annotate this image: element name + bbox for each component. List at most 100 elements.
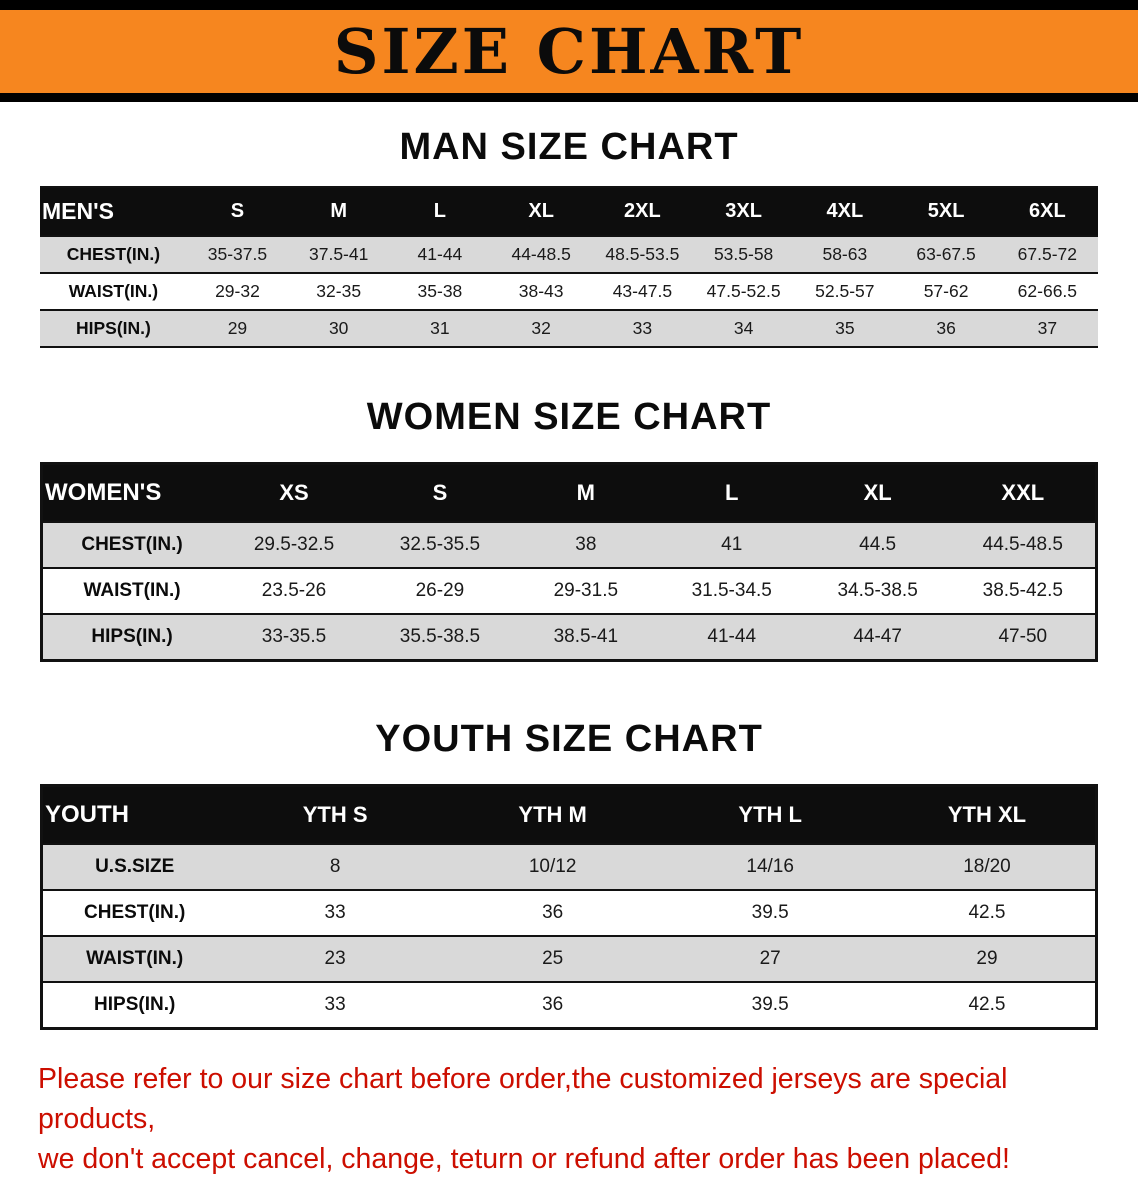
table-row: CHEST(IN.) 29.5-32.5 32.5-35.5 38 41 44.5 44.5… bbox=[41, 522, 1097, 568]
row-label: WAIST(IN.) bbox=[83, 580, 181, 601]
footer-line-1: Please refer to our size chart before or… bbox=[38, 1063, 1008, 1135]
size-column-header: XS bbox=[221, 463, 367, 522]
size-value: 18/20 bbox=[963, 856, 1011, 877]
size-value: 32.5-35.5 bbox=[399, 534, 481, 555]
women-size-section: WOMEN SIZE CHART WOMEN'S XS S M L XL XXL CHEST(I… bbox=[0, 398, 1138, 662]
size-column-header: 4XL bbox=[794, 187, 896, 236]
size-value: 33 bbox=[632, 318, 653, 338]
youth-section-title: YOUTH SIZE CHART bbox=[375, 718, 763, 760]
size-value: 63-67.5 bbox=[916, 244, 976, 264]
footer-note: Please refer to our size chart before or… bbox=[38, 1060, 1100, 1198]
size-column-header: YTH S bbox=[226, 785, 444, 844]
size-value: 33 bbox=[324, 994, 346, 1015]
size-value: 36 bbox=[542, 902, 564, 923]
size-value: 41-44 bbox=[417, 244, 463, 264]
size-value: 44.5-48.5 bbox=[982, 534, 1063, 555]
size-column-header: 6XL bbox=[996, 187, 1098, 236]
men-table-label: MEN'S bbox=[40, 187, 187, 236]
women-section-title: WOMEN SIZE CHART bbox=[366, 396, 772, 438]
row-label: HIPS(IN.) bbox=[91, 626, 173, 647]
size-value: 32-35 bbox=[316, 281, 362, 301]
size-value: 36 bbox=[542, 994, 564, 1015]
women-table-label: WOMEN'S bbox=[41, 463, 222, 522]
size-value: 39.5 bbox=[751, 994, 789, 1015]
size-value: 44-47 bbox=[853, 626, 902, 647]
footer-line-2: we don't accept cancel, change, teturn o… bbox=[38, 1142, 1010, 1175]
size-value: 48.5-53.5 bbox=[605, 244, 680, 264]
size-column-header: M bbox=[512, 463, 659, 522]
men-size-section: MAN SIZE CHART MEN'S S M L XL 2XL 3XL 4XL 5XL 6XL C… bbox=[0, 128, 1138, 348]
table-row: WAIST(IN.) 23.5-26 26-29 29-31.5 31.5-34.5 34… bbox=[41, 568, 1097, 614]
size-column-header: XL bbox=[804, 463, 951, 522]
size-column-header: XXL bbox=[950, 463, 1097, 522]
row-label: CHEST(IN.) bbox=[81, 534, 183, 555]
table-row: CHEST(IN.) 33 36 39.5 42.5 bbox=[41, 890, 1097, 936]
size-value: 38.5-41 bbox=[553, 626, 619, 647]
row-label: WAIST(IN.) bbox=[86, 948, 184, 969]
size-value: 44-48.5 bbox=[511, 244, 571, 264]
size-value: 53.5-58 bbox=[713, 244, 774, 264]
size-value: 62-66.5 bbox=[1017, 281, 1078, 301]
size-value: 8 bbox=[329, 856, 341, 877]
size-column-header: XL bbox=[490, 187, 592, 236]
table-header-row: YOUTH YTH S YTH M YTH L YTH XL bbox=[41, 785, 1097, 844]
size-value: 33-35.5 bbox=[261, 626, 327, 647]
size-value: 23 bbox=[324, 948, 346, 969]
size-value: 47.5-52.5 bbox=[706, 281, 781, 301]
table-row: HIPS(IN.) 33 36 39.5 42.5 bbox=[41, 982, 1097, 1029]
size-value: 41-44 bbox=[707, 626, 757, 647]
size-value: 37 bbox=[1037, 318, 1058, 338]
size-value: 30 bbox=[328, 318, 349, 338]
size-value: 38 bbox=[575, 534, 597, 555]
size-column-header: YTH M bbox=[443, 785, 662, 844]
youth-table-label: YOUTH bbox=[41, 785, 227, 844]
size-value: 33 bbox=[324, 902, 346, 923]
size-value: 25 bbox=[542, 948, 564, 969]
page-title: SIZE CHART bbox=[333, 14, 805, 88]
table-row: WAIST(IN.) 29-32 32-35 35-38 38-43 43-47.5 47.… bbox=[40, 273, 1098, 310]
youth-size-table: YOUTH YTH S YTH M YTH L YTH XL U.S.SIZE 8 10/12… bbox=[40, 784, 1098, 1030]
size-column-header: S bbox=[186, 187, 289, 236]
size-value: 38-43 bbox=[518, 281, 564, 301]
size-column-header: 5XL bbox=[895, 187, 997, 236]
size-value: 42.5 bbox=[968, 902, 1006, 923]
row-label: U.S.SIZE bbox=[95, 856, 175, 877]
table-row: U.S.SIZE 8 10/12 14/16 18/20 bbox=[41, 844, 1097, 890]
size-value: 31.5-34.5 bbox=[691, 580, 772, 601]
size-value: 29-31.5 bbox=[553, 580, 619, 601]
size-value: 41 bbox=[721, 534, 743, 555]
row-label: CHEST(IN.) bbox=[84, 902, 186, 923]
table-row: HIPS(IN.) 33-35.5 35.5-38.5 38.5-41 41-44 44-… bbox=[41, 614, 1097, 661]
size-tables: MAN SIZE CHART MEN'S S M L XL 2XL 3XL 4XL 5XL 6XL C… bbox=[0, 128, 1138, 1030]
row-label: HIPS(IN.) bbox=[75, 318, 151, 338]
table-row: WAIST(IN.) 23 25 27 29 bbox=[41, 936, 1097, 982]
size-value: 39.5 bbox=[751, 902, 789, 923]
size-value: 47-50 bbox=[998, 626, 1048, 647]
size-value: 52.5-57 bbox=[815, 281, 875, 301]
size-value: 36 bbox=[936, 318, 956, 338]
size-column-header: 2XL bbox=[591, 187, 693, 236]
size-value: 32 bbox=[531, 318, 551, 338]
size-value: 29.5-32.5 bbox=[253, 534, 335, 555]
men-section-title: MAN SIZE CHART bbox=[399, 126, 739, 168]
size-value: 44.5 bbox=[859, 534, 897, 555]
size-column-header: YTH XL bbox=[878, 785, 1097, 844]
size-value: 34.5-38.5 bbox=[837, 580, 918, 601]
table-header-row: MEN'S S M L XL 2XL 3XL 4XL 5XL 6XL bbox=[40, 187, 1098, 236]
size-value: 27 bbox=[759, 948, 781, 969]
size-value: 58-63 bbox=[822, 244, 868, 264]
youth-size-section: YOUTH SIZE CHART YOUTH YTH S YTH M YTH L YTH … bbox=[0, 720, 1138, 1030]
size-value: 38.5-42.5 bbox=[982, 580, 1063, 601]
row-label: CHEST(IN.) bbox=[66, 244, 161, 264]
table-row: HIPS(IN.) 29 30 31 32 33 34 35 36 37 bbox=[40, 310, 1098, 347]
size-value: 57-62 bbox=[923, 281, 969, 301]
size-value: 42.5 bbox=[968, 994, 1006, 1015]
men-size-table: MEN'S S M L XL 2XL 3XL 4XL 5XL 6XL CHEST(IN.) 35-37… bbox=[40, 186, 1098, 348]
size-value: 29 bbox=[976, 948, 998, 969]
size-value: 35-38 bbox=[417, 281, 463, 301]
row-label: WAIST(IN.) bbox=[68, 281, 159, 301]
size-value: 29 bbox=[227, 318, 248, 338]
size-value: 37.5-41 bbox=[309, 244, 369, 264]
size-value: 67.5-72 bbox=[1017, 244, 1078, 264]
